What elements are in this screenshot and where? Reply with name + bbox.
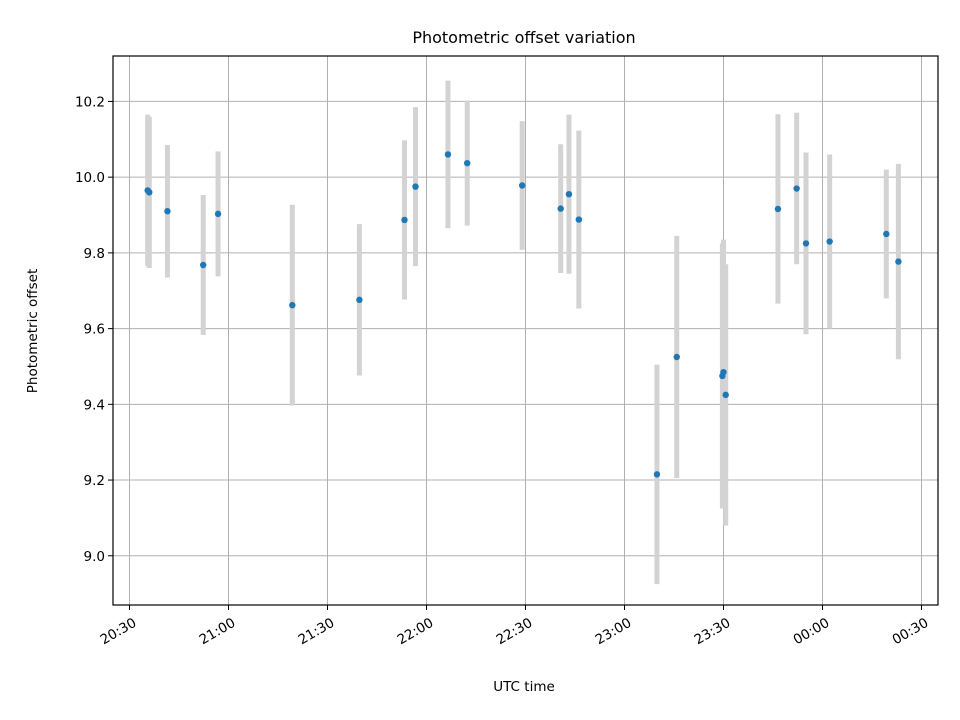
x-tick-label: 23:00 <box>593 615 635 648</box>
data-point <box>214 210 222 218</box>
x-tick-label: 00:30 <box>890 615 932 648</box>
x-tick-label: 20:30 <box>98 615 140 648</box>
data-point <box>565 190 573 198</box>
data-point <box>356 296 363 304</box>
x-axis-label: UTC time <box>493 679 555 695</box>
x-tick-label: 23:30 <box>692 615 734 648</box>
chart-title: Photometric offset variation <box>412 28 635 47</box>
data-point <box>519 182 526 189</box>
data-point <box>802 240 810 247</box>
data-point <box>164 208 171 215</box>
data-point <box>673 353 680 361</box>
x-tick-label: 21:00 <box>197 615 239 648</box>
y-axis-label: Photometric offset <box>25 269 41 393</box>
data-point <box>412 183 419 190</box>
x-tick-label: 22:00 <box>395 615 437 648</box>
data-point <box>720 368 727 376</box>
y-tick-label: 9.0 <box>84 549 105 565</box>
y-tick-label: 9.8 <box>84 246 105 262</box>
data-point <box>146 189 153 196</box>
x-tick-label: 00:00 <box>791 615 833 648</box>
data-point <box>883 230 890 238</box>
data-point <box>895 258 902 265</box>
data-point <box>774 205 782 213</box>
data-point <box>653 471 661 478</box>
y-tick-label: 10.0 <box>75 170 105 186</box>
data-point <box>793 185 800 192</box>
data-points <box>144 151 902 478</box>
y-tick-label: 9.6 <box>84 322 105 338</box>
grid <box>113 56 938 605</box>
y-tick-label: 9.4 <box>84 397 105 413</box>
data-point <box>200 261 207 269</box>
data-point <box>826 238 833 245</box>
x-tick-label: 21:30 <box>296 615 338 648</box>
data-point <box>575 216 583 223</box>
data-point <box>557 205 564 212</box>
x-tick-label: 22:30 <box>494 615 536 648</box>
y-tick-label: 10.2 <box>75 94 105 110</box>
x-axis-ticks: 20:30 21:00 21:30 22:00 22:30 23:00 23:30 00:00… <box>98 605 932 648</box>
data-point <box>464 159 471 167</box>
y-tick-label: 9.2 <box>84 473 105 489</box>
error-bars <box>145 80 901 585</box>
data-point <box>722 391 729 399</box>
y-axis-ticks: 9.0 9.2 9.4 9.6 9.8 10.0 10.2 <box>75 94 113 565</box>
data-point <box>401 216 408 224</box>
data-point <box>444 151 452 158</box>
data-point <box>289 301 296 309</box>
